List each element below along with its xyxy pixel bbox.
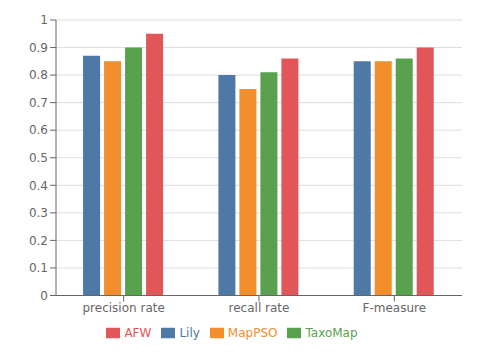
- html-text:Lily: Lily: [179, 325, 200, 340]
- svg-text:0: 0: [40, 289, 48, 303]
- html-text:AFW: AFW: [124, 325, 152, 340]
- svg-text:0.5: 0.5: [29, 151, 48, 165]
- svg-text:F-measure: F-measure: [363, 301, 427, 315]
- svg-text:0.4: 0.4: [29, 179, 48, 193]
- svg-text:precision rate: precision rate: [83, 301, 165, 315]
- svg-text:1: 1: [40, 13, 48, 27]
- svg-text:0.3: 0.3: [29, 206, 48, 220]
- svg-text:0.7: 0.7: [29, 96, 48, 110]
- svg-text:0.6: 0.6: [29, 123, 48, 137]
- html-text:TaxoMap: TaxoMap: [305, 325, 358, 340]
- html-text:MapPSO: MapPSO: [227, 325, 278, 340]
- svg-text:0.9: 0.9: [29, 41, 48, 55]
- svg-text:0.2: 0.2: [29, 234, 48, 248]
- svg-text:recall rate: recall rate: [229, 301, 290, 315]
- svg-text:0.1: 0.1: [29, 261, 48, 275]
- svg-text:0.8: 0.8: [29, 68, 48, 82]
